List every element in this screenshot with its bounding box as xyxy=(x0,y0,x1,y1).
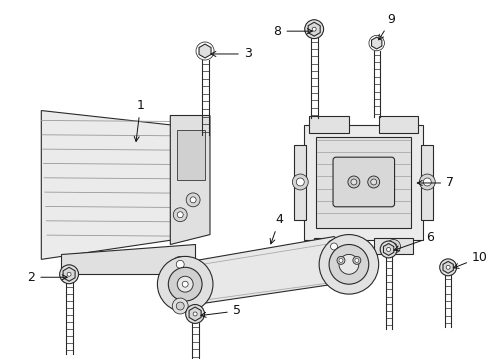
Circle shape xyxy=(177,212,183,218)
Circle shape xyxy=(186,193,200,207)
Circle shape xyxy=(368,176,380,188)
Polygon shape xyxy=(63,267,75,281)
Circle shape xyxy=(351,179,357,185)
Polygon shape xyxy=(384,243,394,255)
Text: 6: 6 xyxy=(394,231,434,251)
Polygon shape xyxy=(61,244,195,274)
Circle shape xyxy=(419,174,435,190)
Text: 10: 10 xyxy=(454,251,488,268)
Circle shape xyxy=(353,256,361,264)
Polygon shape xyxy=(294,145,306,220)
Polygon shape xyxy=(41,111,175,260)
Text: 1: 1 xyxy=(134,99,145,141)
Circle shape xyxy=(157,256,213,312)
Circle shape xyxy=(182,281,188,287)
Circle shape xyxy=(172,256,188,272)
Circle shape xyxy=(67,272,71,276)
Circle shape xyxy=(327,239,341,253)
Circle shape xyxy=(293,174,308,190)
Circle shape xyxy=(190,197,196,203)
Circle shape xyxy=(348,176,360,188)
FancyBboxPatch shape xyxy=(333,157,394,207)
Polygon shape xyxy=(316,137,412,228)
Polygon shape xyxy=(374,238,414,255)
Polygon shape xyxy=(308,22,320,36)
Polygon shape xyxy=(63,267,75,281)
Polygon shape xyxy=(177,130,205,180)
Circle shape xyxy=(173,208,187,222)
Polygon shape xyxy=(308,22,320,36)
Circle shape xyxy=(312,27,316,31)
Circle shape xyxy=(337,256,345,264)
Circle shape xyxy=(176,260,184,268)
Polygon shape xyxy=(443,261,453,273)
Text: 9: 9 xyxy=(379,13,395,40)
Circle shape xyxy=(387,239,400,253)
Circle shape xyxy=(371,179,377,185)
Polygon shape xyxy=(384,243,394,255)
Polygon shape xyxy=(189,307,201,321)
Circle shape xyxy=(169,267,202,301)
Polygon shape xyxy=(371,37,382,49)
Text: 5: 5 xyxy=(201,305,241,318)
Circle shape xyxy=(423,178,431,186)
Polygon shape xyxy=(171,116,210,244)
Circle shape xyxy=(319,235,379,294)
Circle shape xyxy=(355,258,359,262)
Circle shape xyxy=(380,241,397,258)
Circle shape xyxy=(331,243,338,250)
Polygon shape xyxy=(304,125,423,239)
Circle shape xyxy=(186,305,204,323)
Circle shape xyxy=(446,265,450,269)
Polygon shape xyxy=(199,44,211,58)
Text: 8: 8 xyxy=(273,24,312,38)
Text: 7: 7 xyxy=(417,176,454,189)
Polygon shape xyxy=(443,261,453,273)
Circle shape xyxy=(296,178,304,186)
Text: 2: 2 xyxy=(27,271,67,284)
Circle shape xyxy=(172,298,188,314)
Circle shape xyxy=(329,244,369,284)
Text: 3: 3 xyxy=(211,48,252,60)
Circle shape xyxy=(387,247,391,251)
Text: 4: 4 xyxy=(270,213,283,244)
Circle shape xyxy=(339,255,359,274)
Polygon shape xyxy=(379,116,418,133)
Polygon shape xyxy=(185,237,359,306)
Circle shape xyxy=(390,243,397,250)
Circle shape xyxy=(176,302,184,310)
Circle shape xyxy=(440,259,457,276)
Circle shape xyxy=(193,312,197,316)
Polygon shape xyxy=(314,238,354,255)
Circle shape xyxy=(177,276,193,292)
Circle shape xyxy=(305,20,323,39)
Circle shape xyxy=(339,258,343,262)
Polygon shape xyxy=(421,145,433,220)
Circle shape xyxy=(60,265,78,284)
Polygon shape xyxy=(189,307,201,321)
Polygon shape xyxy=(309,116,349,133)
